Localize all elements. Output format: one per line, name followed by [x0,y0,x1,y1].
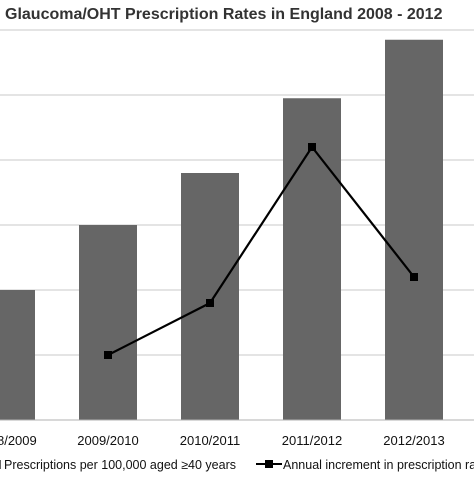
x-tick-label: 2011/2012 [282,433,343,448]
x-tick-label: 2008/2009 [0,433,37,448]
bar [385,39,443,420]
line-marker [104,351,112,359]
x-tick-label: 2009/2010 [77,433,138,448]
bar [181,173,239,420]
bar [0,290,35,420]
x-axis: 2008/2009 2009/2010 2010/2011 2011/2012 2012… [0,419,474,448]
legend-marker-swatch [265,460,273,468]
x-tick-label: 2010/2011 [180,433,241,448]
bar [79,225,137,420]
line-series [104,143,418,359]
legend-label-line: Annual increment in prescription ra [283,458,474,472]
line-marker [308,143,316,151]
line-marker [410,273,418,281]
legend-label-bars: Prescriptions per 100,000 aged ≥40 years [4,458,236,472]
bar [283,98,341,420]
legend: Prescriptions per 100,000 aged ≥40 years… [0,458,474,472]
series-line [107,145,415,356]
chart-title: Glaucoma/OHT Prescription Rates in Engla… [5,6,443,23]
line-marker [206,299,214,307]
legend-swatch-bars [0,460,1,469]
x-tick-label: 2012/2013 [383,433,444,448]
bar-series [0,39,443,420]
